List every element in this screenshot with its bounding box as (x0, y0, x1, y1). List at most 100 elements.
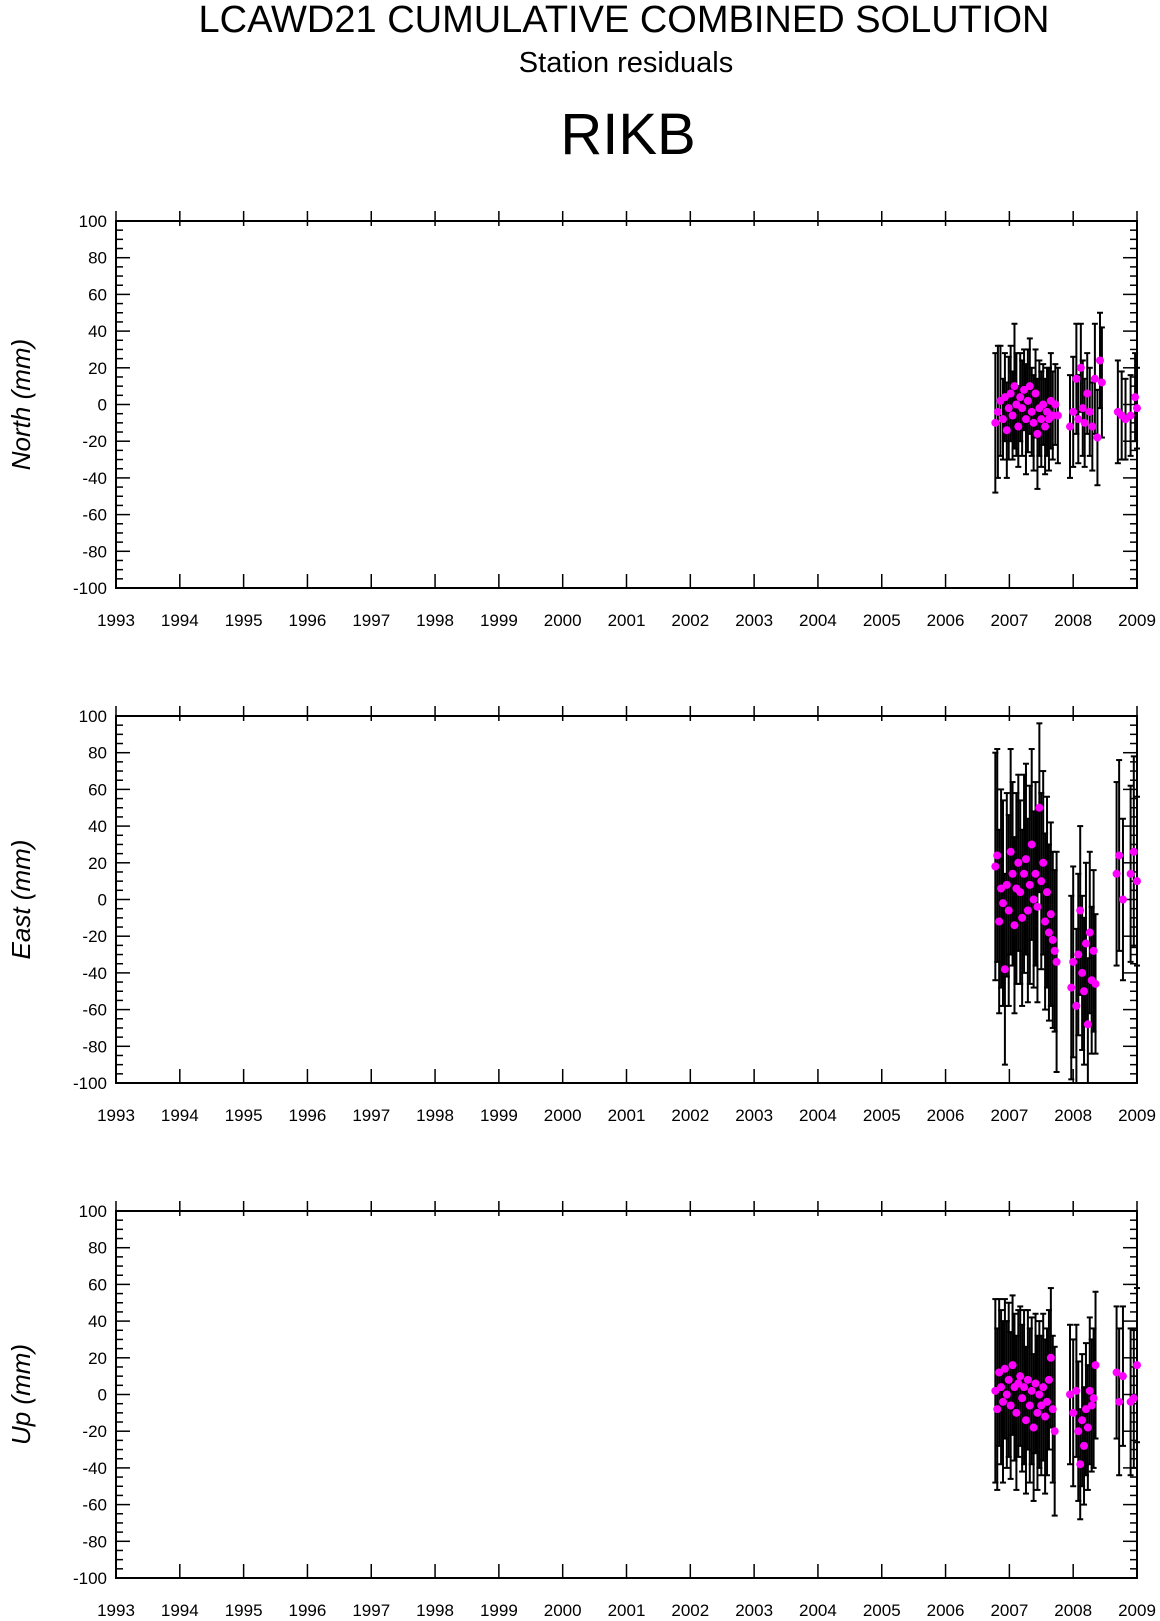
y-tick-label: -80 (82, 1037, 107, 1056)
data-point (1126, 869, 1135, 878)
x-tick-label: 2002 (671, 611, 709, 630)
data-point (991, 1386, 1000, 1395)
y-tick-label: -100 (73, 1569, 107, 1588)
data-point (1029, 1423, 1038, 1432)
data-point (993, 851, 1002, 860)
data-point (997, 1383, 1006, 1392)
data-point (1046, 910, 1055, 919)
data-point (1081, 939, 1090, 948)
data-point (1115, 851, 1124, 860)
plot-frame (115, 220, 1138, 589)
data-point (1131, 393, 1140, 402)
data-point (1000, 393, 1009, 402)
y-tick-label: -40 (82, 469, 107, 488)
data-point (1012, 1408, 1021, 1417)
data-point (1072, 374, 1081, 383)
x-tick-label: 2003 (735, 1106, 773, 1125)
data-point (1076, 1460, 1085, 1469)
data-point (1129, 847, 1138, 856)
data-point (1078, 404, 1087, 413)
panel-east: East (mm) 100 80 60 40 20 0 -20 -40 -60 -80 -100 19… (6, 706, 1156, 1125)
data-point (991, 862, 1000, 871)
y-tick-label: 20 (88, 1349, 107, 1368)
data-point (1010, 382, 1019, 391)
x-tick-label: 1993 (97, 1106, 135, 1125)
y-axis-label: East (mm) (6, 840, 36, 960)
data-point (1087, 1401, 1096, 1410)
data-point (1018, 1394, 1027, 1403)
data-point (1133, 404, 1141, 413)
data-point (1133, 877, 1141, 886)
x-tick-label: 1997 (352, 611, 390, 630)
x-tick-label: 1996 (289, 1106, 327, 1125)
y-tick-label: -40 (82, 964, 107, 983)
data-point (1002, 880, 1011, 889)
y-tick-label: 80 (88, 1239, 107, 1258)
data-point (1078, 1416, 1087, 1425)
data-point (1044, 928, 1053, 937)
data-point (1029, 895, 1038, 904)
data-point (1008, 869, 1017, 878)
data-point (1014, 1379, 1023, 1388)
y-tick-label: 40 (88, 322, 107, 341)
data-point (1072, 1386, 1081, 1395)
data-point (1006, 1401, 1015, 1410)
data-point (1035, 1390, 1044, 1399)
x-tick-label: 1996 (289, 611, 327, 630)
y-tick-label: -20 (82, 432, 107, 451)
data-point (1083, 389, 1092, 398)
x-tick-label: 2001 (608, 1106, 646, 1125)
y-tick-label: -100 (73, 1074, 107, 1093)
y-tick-label: 80 (88, 249, 107, 268)
y-tick-label: 20 (88, 359, 107, 378)
data-point (1095, 356, 1104, 365)
x-tick-label: 2003 (735, 1601, 773, 1620)
data-point (997, 884, 1006, 893)
x-tick-label: 2004 (799, 1106, 837, 1125)
data-point (1016, 1372, 1025, 1381)
data-point (1031, 1379, 1040, 1388)
y-tick-label: -60 (82, 1001, 107, 1020)
data-point (1081, 1405, 1090, 1414)
data-point (993, 407, 1002, 416)
data-point (1027, 407, 1036, 416)
data-point (1016, 888, 1025, 897)
data-point (1088, 422, 1097, 431)
x-tick-label: 1994 (161, 1601, 199, 1620)
data-point (1016, 393, 1025, 402)
x-tick-label: 1998 (416, 611, 454, 630)
x-tick-label: 2006 (927, 611, 965, 630)
x-tick-label: 2005 (863, 611, 901, 630)
data-point (1043, 1397, 1052, 1406)
chart-subtitle: Station residuals (519, 47, 733, 79)
data-point (1027, 840, 1036, 849)
data-point (1027, 1386, 1036, 1395)
data-point (1112, 1368, 1121, 1377)
data-point (1050, 1427, 1059, 1436)
data-point (1085, 1386, 1094, 1395)
station-name: RIKB (560, 102, 695, 167)
data-point (1091, 979, 1100, 988)
x-tick-label: 2007 (990, 1601, 1028, 1620)
data-point (1133, 1361, 1141, 1370)
data-point (1069, 407, 1078, 416)
data-point (1074, 415, 1083, 424)
data-point (1008, 1361, 1017, 1370)
chart-title: LCAWD21 CUMULATIVE COMBINED SOLUTION (199, 0, 1050, 41)
x-tick-label: 2004 (799, 1601, 837, 1620)
data-point (1039, 858, 1048, 867)
data-point (1004, 906, 1013, 915)
x-tick-label: 2008 (1054, 1106, 1092, 1125)
x-tick-label: 1993 (97, 611, 135, 630)
data-point (1033, 902, 1042, 911)
data-point (998, 899, 1007, 908)
x-tick-label: 1999 (480, 611, 518, 630)
data-point (1051, 400, 1060, 409)
data-point (1033, 1408, 1042, 1417)
data-point (1076, 363, 1085, 372)
data-point (1115, 1397, 1124, 1406)
data-point (993, 1405, 1002, 1414)
data-point (1006, 389, 1015, 398)
x-tick-label: 1998 (416, 1106, 454, 1125)
data-point (1129, 1394, 1138, 1403)
